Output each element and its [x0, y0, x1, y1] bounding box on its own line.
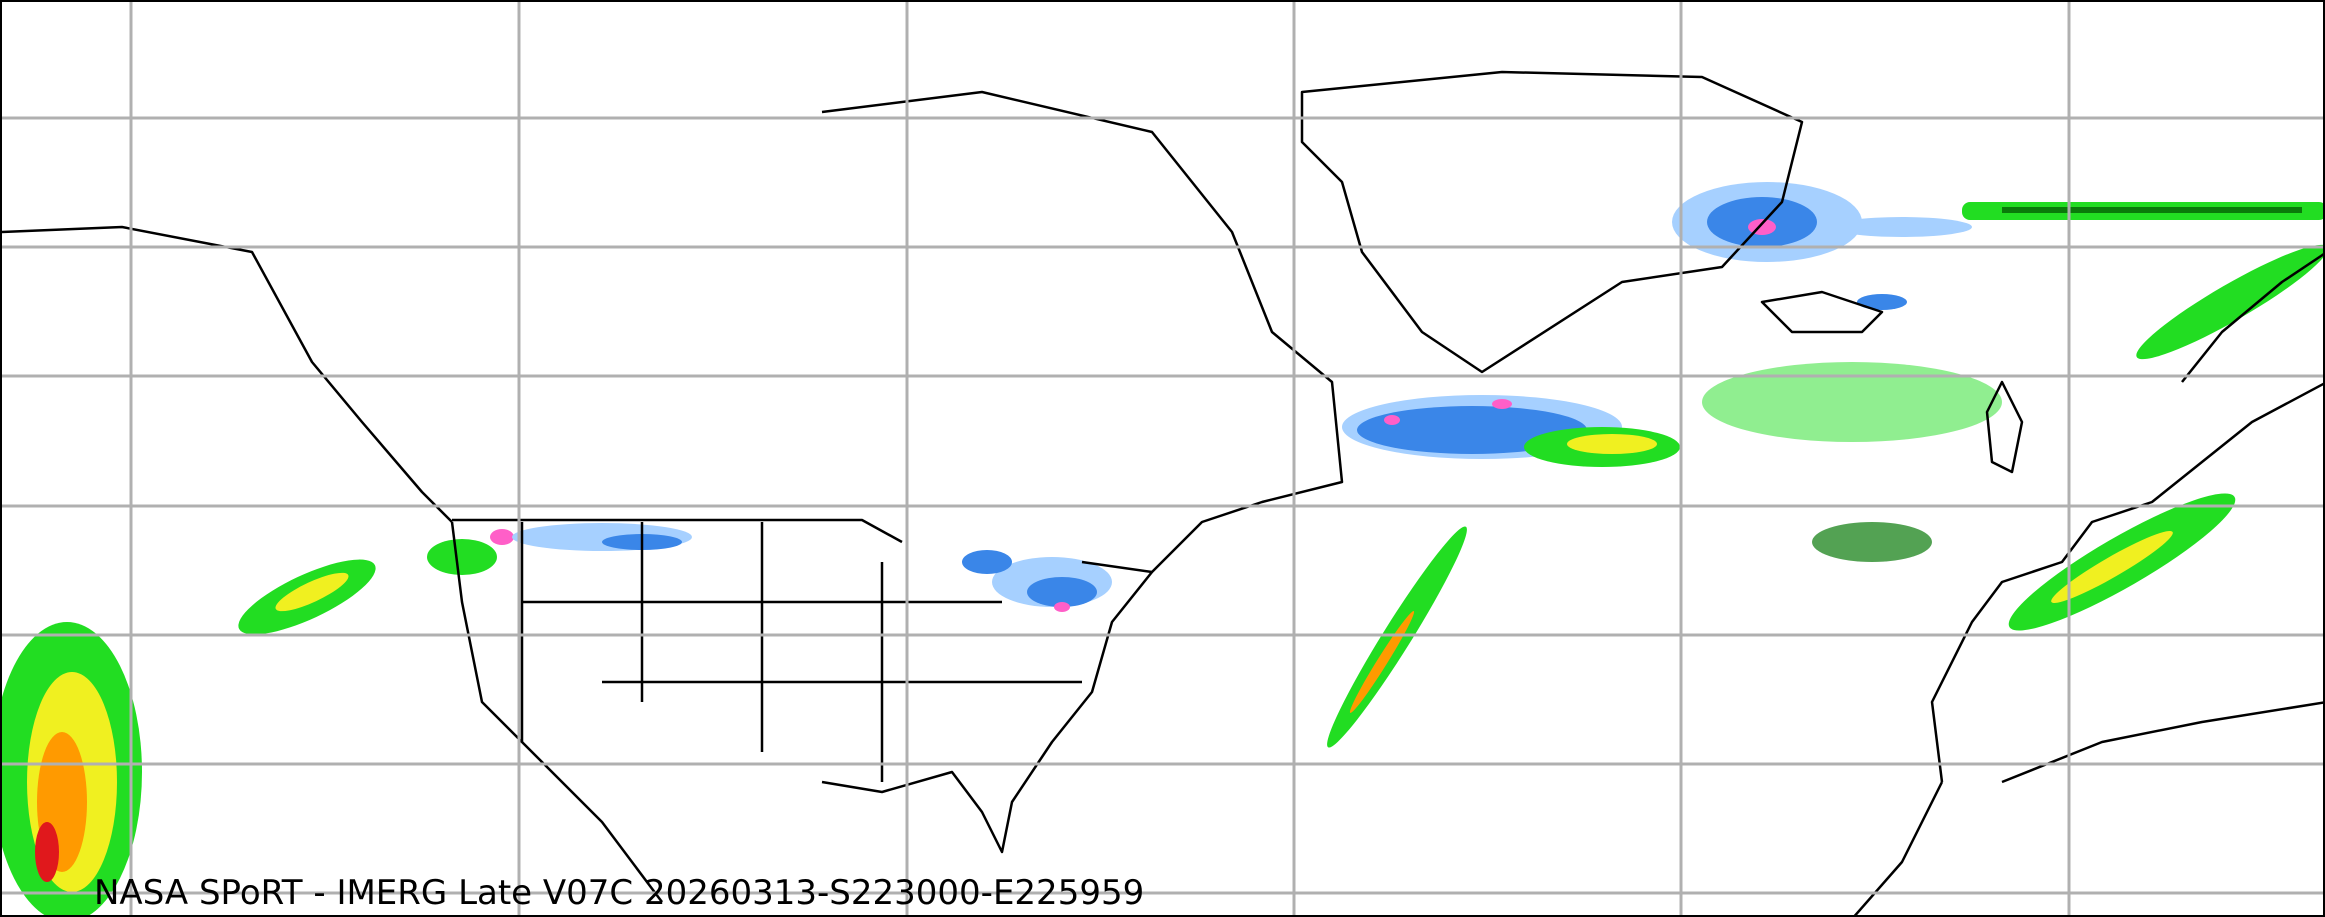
- europe-coast: [1930, 382, 2323, 783]
- precip-layer: [2, 182, 2323, 915]
- us-canada-border: [452, 518, 903, 544]
- map-caption: NASA SPoRT - IMERG Late V07C 20260313-S2…: [94, 873, 1145, 913]
- precip-arctic-band: [1962, 202, 2323, 220]
- precip-pacific: [238, 523, 692, 635]
- africa-coast: [1853, 701, 2323, 915]
- precip-atlantic-front: [1327, 526, 1467, 748]
- greenland-coast: [1300, 70, 1804, 374]
- alaska-coast: [2, 225, 453, 523]
- coastlines: [2, 70, 2323, 915]
- us-west-coast: [450, 521, 663, 903]
- us-state-borders: [520, 522, 1082, 782]
- precip-labrador-sea: [1342, 395, 1680, 467]
- precip-great-lakes: [962, 550, 1112, 612]
- us-east-coast: [821, 571, 1153, 854]
- canada-arctic-coast: [821, 90, 1344, 574]
- uk-coast: [1985, 380, 2024, 474]
- scandinavia-coast: [2181, 253, 2323, 383]
- precip-europe: [1702, 244, 2323, 631]
- iceland-coast: [1760, 290, 1884, 334]
- precip-tropical-pacific: [2, 622, 142, 915]
- precip-greenland-east: [1672, 182, 1972, 310]
